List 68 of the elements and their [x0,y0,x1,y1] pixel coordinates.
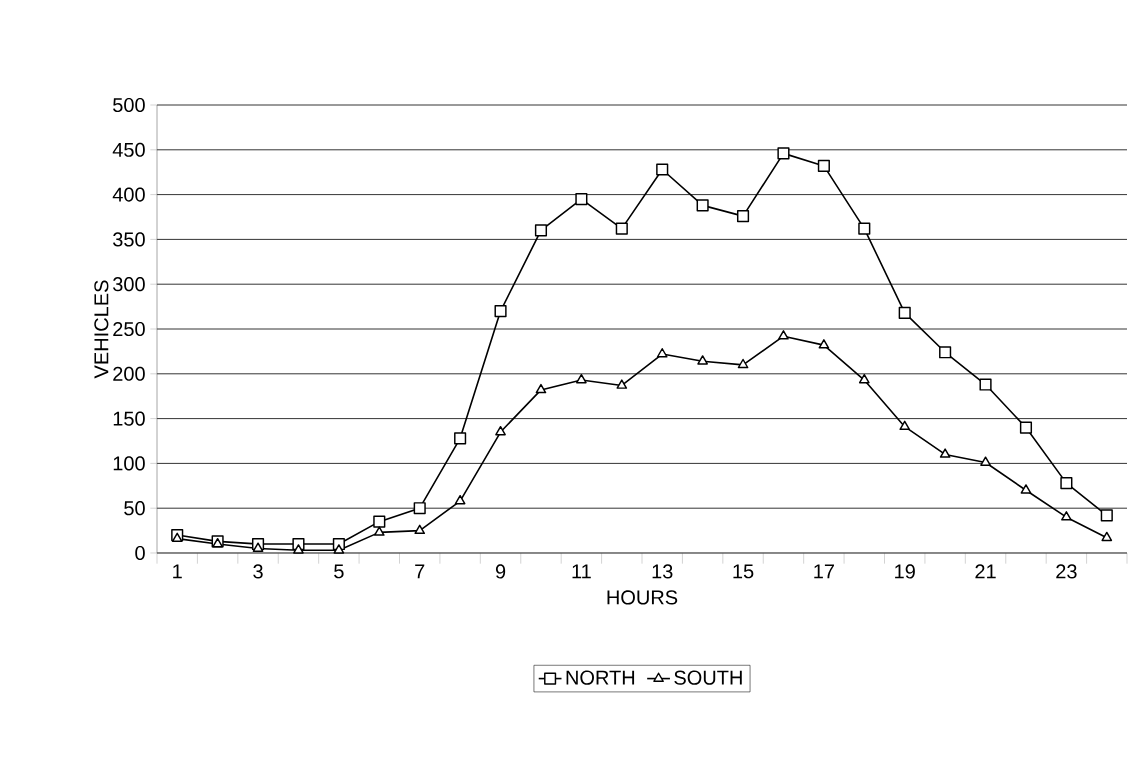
x-tick-label: 17 [814,564,834,579]
x-tick-label: 3 [253,564,263,579]
point [1101,531,1113,542]
point [697,355,708,365]
x-tick-label: 9 [495,564,506,579]
point [454,494,466,505]
point [413,502,426,515]
point [615,222,628,235]
x-tick-label: 15 [733,564,754,579]
point [817,159,830,172]
x-tick-label: 13 [652,564,673,579]
x-tick-label: 1 [173,564,182,579]
point [778,330,789,340]
point [656,163,669,176]
x-tick-label: 5 [334,564,344,579]
point [495,425,506,436]
y-tick-label: 150 [113,411,145,426]
y-tick-label: 50 [124,501,145,516]
point [858,222,871,235]
y-tick-label: 500 [113,97,145,113]
point [737,358,749,369]
point [535,383,547,394]
y-tick-label: 0 [135,545,145,561]
y-tick-label: 400 [112,187,145,202]
point [575,193,588,206]
point [939,448,951,458]
point [777,147,790,160]
y-tick-label: 450 [112,142,145,157]
point [454,432,467,445]
y-tick-label: 100 [113,456,145,471]
point [616,379,628,389]
x-tick-label: 7 [415,564,425,579]
point [1020,484,1032,494]
x-tick-label: 19 [895,564,915,579]
y-tick-label: 350 [113,232,145,247]
point [818,339,830,349]
point [980,456,991,466]
point [979,378,992,391]
point [333,544,345,554]
point [252,542,264,552]
point [898,306,911,319]
point [293,544,304,554]
point [899,420,911,431]
point [494,305,507,318]
point [1019,421,1033,434]
y-tick-label: 200 [113,366,145,381]
point [939,346,952,359]
point [858,374,870,384]
legend-label: SOUTH [674,670,742,685]
point [1100,509,1113,522]
x-tick-label: 11 [572,564,591,579]
legend-label: NORTH [566,670,635,685]
point [373,526,385,536]
point [1060,477,1073,490]
y-tick-label: 250 [113,321,145,337]
y-axis-title: VEHICLES [94,280,109,379]
point [1061,511,1072,521]
point [576,374,587,384]
point [696,199,709,212]
x-tick-label: 23 [1056,564,1077,579]
point [373,515,386,528]
point [736,210,750,223]
x-tick-label: 21 [975,564,996,579]
point [656,348,668,358]
point [414,524,426,535]
x-axis-title: HOURS [607,590,678,605]
y-tick-label: 300 [113,277,145,292]
point [534,224,548,237]
